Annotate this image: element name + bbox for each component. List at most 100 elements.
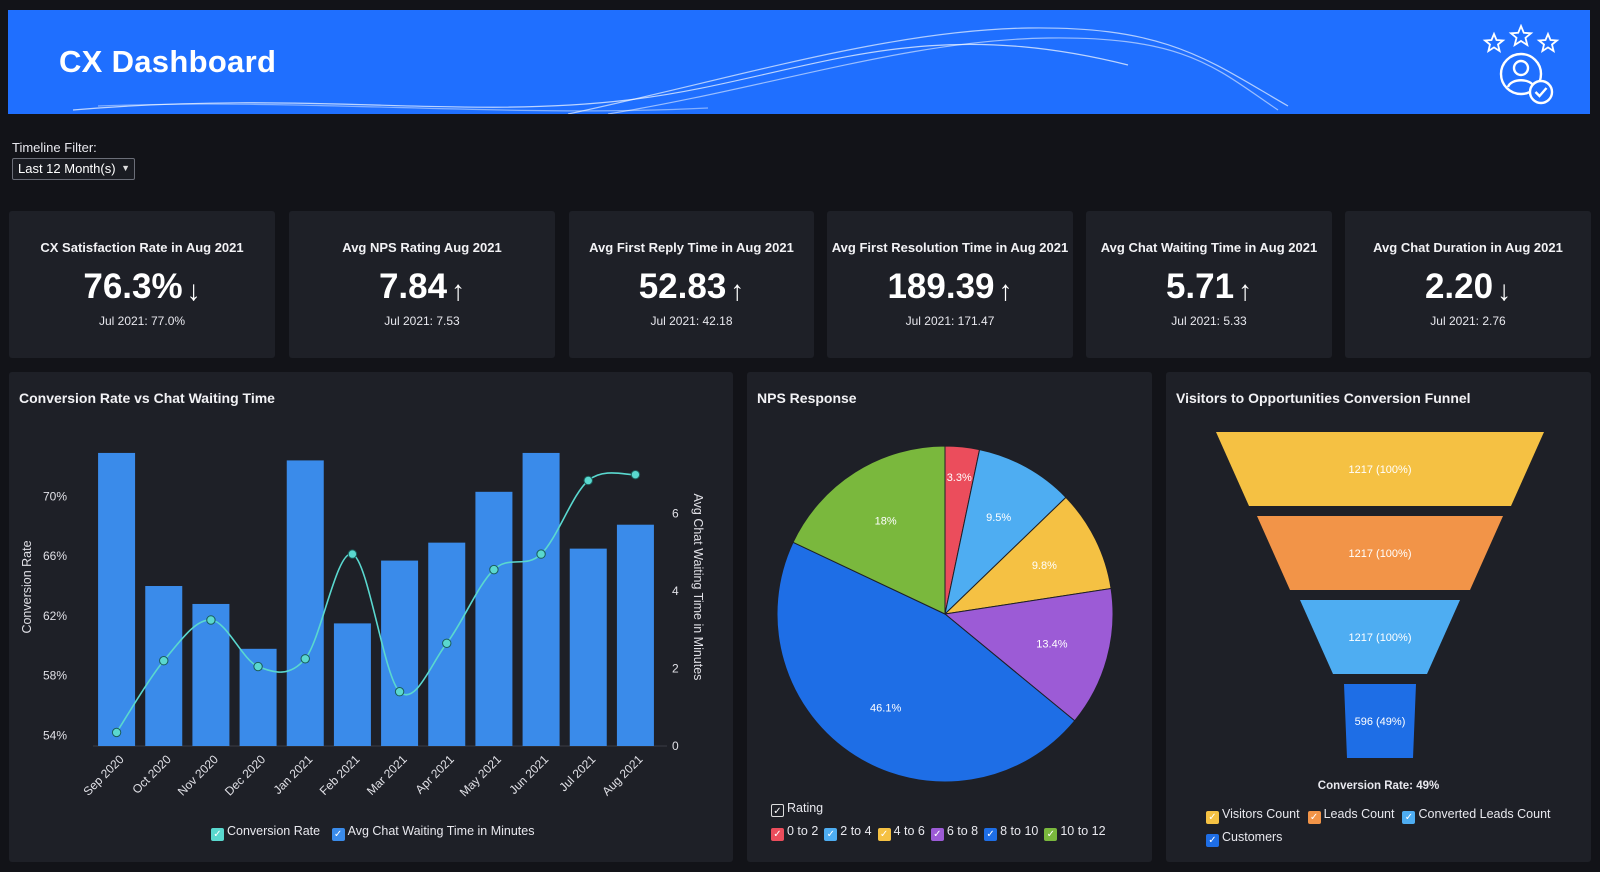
bar[interactable]	[522, 452, 560, 746]
line-point[interactable]	[206, 615, 216, 625]
conversion-vs-waiting-panel: Conversion Rate vs Chat Waiting Time 54%…	[9, 372, 733, 862]
bar[interactable]	[569, 548, 607, 746]
line-point[interactable]	[300, 654, 310, 664]
x-tick-label: Dec 2020	[222, 752, 268, 798]
funnel-stage[interactable]	[1257, 516, 1503, 590]
bar[interactable]	[381, 560, 419, 746]
legend-item-rating[interactable]: ✓ 0 to 2	[771, 824, 818, 841]
bar[interactable]	[616, 524, 654, 746]
legend-item-waiting-time[interactable]: ✓ Avg Chat Waiting Time in Minutes	[331, 824, 534, 841]
bar[interactable]	[192, 603, 230, 746]
legend-label: Converted Leads Count	[1418, 807, 1551, 821]
decorative-waves	[72, 27, 1289, 114]
nps-response-panel: NPS Response 3.3% 9.5% 9.8% 13.4% 46.1% 18% ✓…	[747, 372, 1152, 862]
pie-slice[interactable]	[776, 541, 1076, 783]
arrow-up-icon: ↑	[1238, 275, 1253, 306]
timeline-filter-value: Last 12 Month(s)	[18, 161, 116, 176]
bar[interactable]	[333, 623, 371, 746]
kpi-previous: Jul 2021: 7.53	[384, 314, 460, 328]
line-point[interactable]	[489, 564, 499, 575]
pie-legend-title[interactable]: ✓ Rating	[771, 801, 823, 817]
bar[interactable]	[98, 452, 136, 746]
conversion-funnel-panel: Visitors to Opportunities Conversion Fun…	[1166, 372, 1591, 862]
pie-slice-label: 9.8%	[1032, 560, 1057, 572]
y-tick-label: 70%	[43, 489, 67, 503]
legend-item-rating[interactable]: ✓ 10 to 12	[1044, 824, 1106, 841]
funnel-stage[interactable]	[1344, 684, 1416, 758]
y-axis-label: Conversion Rate	[20, 540, 34, 633]
bar[interactable]	[475, 491, 513, 746]
pie-slice[interactable]	[792, 445, 946, 615]
line-point[interactable]	[583, 475, 593, 486]
kpi-title: Avg First Resolution Time in Aug 2021	[831, 240, 1069, 255]
y2-axis-label: Avg Chat Waiting Time in Minutes	[691, 494, 705, 681]
x-tick-label: Jan 2021	[271, 752, 316, 797]
line-point[interactable]	[630, 469, 641, 480]
line-point[interactable]	[442, 638, 452, 648]
line-point[interactable]	[347, 549, 358, 559]
legend-item-conversion-rate[interactable]: ✓ Conversion Rate	[211, 824, 320, 841]
checkbox-icon: ✓	[877, 828, 891, 841]
x-tick-label: Jun 2021	[506, 752, 551, 797]
pie-slice[interactable]	[944, 448, 1067, 616]
bar[interactable]	[286, 460, 324, 746]
checkbox-icon: ✓	[771, 804, 784, 817]
kpi-card-first-resolution: Avg First Resolution Time in Aug 2021 18…	[827, 211, 1073, 358]
legend-item-funnel-stage[interactable]: ✓ Customers	[1206, 826, 1282, 849]
arrow-down-icon: ↓	[186, 275, 201, 306]
x-tick-label: Aug 2021	[599, 752, 645, 798]
kpi-title: Avg First Reply Time in Aug 2021	[589, 240, 794, 255]
funnel-stage-label: 1217 (100%)	[1349, 548, 1412, 560]
kpi-value: 2.20 ↓	[1424, 267, 1512, 306]
line-point[interactable]	[111, 727, 122, 738]
legend-label: Leads Count	[1323, 807, 1395, 821]
x-tick-label: May 2021	[457, 752, 504, 799]
legend-item-funnel-stage[interactable]: ✓ Leads Count	[1307, 803, 1395, 826]
legend-label: Customers	[1222, 830, 1283, 844]
pie-slice-label: 13.4%	[1036, 638, 1067, 650]
kpi-previous: Jul 2021: 42.18	[650, 314, 733, 328]
legend-item-rating[interactable]: ✓ 2 to 4	[824, 824, 872, 841]
funnel-stage[interactable]	[1216, 432, 1544, 506]
x-tick-label: Nov 2020	[175, 752, 221, 798]
timeline-filter-select[interactable]: Last 12 Month(s) ▼	[12, 158, 135, 180]
kpi-card-cx-satisfaction: CX Satisfaction Rate in Aug 2021 76.3% ↓ …	[9, 211, 275, 358]
x-tick-label: Feb 2021	[317, 752, 363, 798]
checkbox-icon: ✓	[1044, 828, 1058, 841]
kpi-card-first-reply: Avg First Reply Time in Aug 2021 52.83 ↑ …	[569, 211, 814, 358]
legend-item-rating[interactable]: ✓ 6 to 8	[930, 824, 978, 841]
y2-tick-label: 0	[672, 739, 679, 753]
legend-item-funnel-stage[interactable]: ✓ Visitors Count	[1206, 803, 1300, 826]
y2-tick-label: 6	[672, 506, 679, 520]
kpi-title: CX Satisfaction Rate in Aug 2021	[40, 240, 244, 255]
line-point[interactable]	[394, 687, 405, 697]
kpi-title: Avg Chat Waiting Time in Aug 2021	[1100, 240, 1318, 255]
x-tick-label: Mar 2021	[364, 752, 410, 798]
legend-label: 4 to 6	[893, 824, 925, 838]
checkbox-icon: ✓	[771, 828, 784, 841]
bar[interactable]	[145, 586, 183, 746]
line-point[interactable]	[253, 661, 263, 672]
x-tick-label: Jul 2021	[556, 752, 598, 794]
timeline-filter-label: Timeline Filter:	[12, 140, 97, 155]
y2-tick-label: 4	[672, 584, 679, 598]
line-point[interactable]	[536, 549, 546, 559]
y-tick-label: 58%	[43, 669, 67, 683]
kpi-title: Avg Chat Duration in Aug 2021	[1373, 240, 1563, 255]
pie-slice[interactable]	[943, 587, 1114, 722]
pie-slice-label: 18%	[875, 515, 897, 527]
pie-slice[interactable]	[943, 496, 1112, 615]
legend-item-funnel-stage[interactable]: ✓ Converted Leads Count	[1402, 803, 1551, 826]
y-tick-label: 62%	[43, 609, 67, 623]
legend-item-rating[interactable]: ✓ 8 to 10	[984, 824, 1038, 841]
panel-title: Visitors to Opportunities Conversion Fun…	[1176, 390, 1471, 406]
kpi-value: 52.83 ↑	[638, 267, 745, 306]
legend-item-rating[interactable]: ✓ 4 to 6	[877, 824, 925, 841]
line-point[interactable]	[159, 656, 169, 666]
y-tick-label: 54%	[43, 729, 67, 743]
checkbox-icon: ✓	[1206, 811, 1219, 824]
funnel-stage[interactable]	[1300, 600, 1460, 674]
checkbox-icon: ✓	[1206, 834, 1219, 847]
arrow-up-icon: ↑	[998, 275, 1013, 306]
pie-slice-label: 9.5%	[986, 512, 1011, 524]
